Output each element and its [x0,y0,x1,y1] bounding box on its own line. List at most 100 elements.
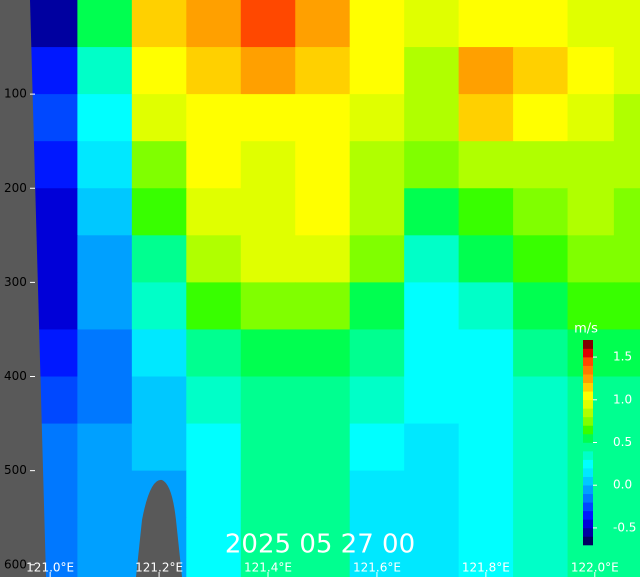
cell [77,141,133,189]
cell [458,188,514,236]
cell [513,329,569,378]
cell [131,94,187,142]
cell [240,376,296,425]
colorbar-swatch [583,391,593,401]
cell [513,47,569,95]
cell [613,0,640,48]
colorbar-unit: m/s [574,322,598,337]
cell [404,282,460,330]
cell [613,329,640,378]
colorbar-swatch [583,374,593,384]
cell [240,517,296,577]
x-tick-label: 121.2°E [135,561,183,575]
cell [404,188,460,236]
cell [349,141,405,189]
cell [186,282,242,330]
cell [349,47,405,95]
cell [513,282,569,330]
cell [295,282,351,330]
cell [404,141,460,189]
colorbar-swatch [583,536,593,546]
cell [240,235,296,283]
colorbar-swatch [583,502,593,512]
land [0,0,46,577]
cell [295,47,351,95]
colorbar-swatch [583,485,593,495]
cell [349,188,405,236]
colorbar-swatch [583,348,593,358]
colorbar-swatch [583,527,593,537]
colorbar-swatch [583,357,593,366]
x-tick-label: 121.0°E [26,561,74,575]
cell [186,329,242,378]
cell [77,47,133,95]
cell [77,282,133,330]
cell [30,47,78,95]
cell [295,329,351,378]
cell [404,423,460,472]
cell [458,0,514,48]
y-tick-label: 100 [4,87,27,101]
colorbar-swatch [583,519,593,529]
cell [404,329,460,378]
cell [77,376,133,425]
cell [567,94,615,142]
y-tick-label: 600 [4,557,27,571]
cell [131,141,187,189]
cell [613,47,640,95]
cell [458,376,514,425]
cell [567,188,615,236]
cell [131,235,187,283]
colorbar-swatch [583,468,593,477]
cell [404,376,460,425]
cell [295,141,351,189]
cell [513,470,569,519]
colorbar-swatch [583,493,593,503]
x-tick-label: 121.4°E [244,561,292,575]
cell [77,94,133,142]
cell [30,188,78,236]
colorbar-swatch [583,459,593,469]
cell [295,470,351,519]
cell [404,47,460,95]
cell [131,329,187,378]
cell [295,376,351,425]
cell [240,470,296,519]
cell [458,141,514,189]
cell [349,94,405,142]
cell [613,282,640,330]
cell [131,376,187,425]
cell [404,0,460,48]
cell [349,235,405,283]
cell [458,423,514,472]
cell [77,423,133,472]
cell [349,282,405,330]
y-tick-label: 400 [4,369,27,383]
y-tick-label: 300 [4,275,27,289]
cell [30,141,78,189]
cell [458,517,514,577]
cell [295,188,351,236]
colorbar-swatch [583,476,593,486]
cell [30,94,78,142]
cell [240,188,296,236]
cell [613,470,640,519]
cell [131,0,187,48]
cell [349,329,405,378]
cell [295,517,351,577]
x-tick-label: 121.8°E [462,561,510,575]
colorbar-swatch [583,365,593,375]
cell [513,188,569,236]
cell [613,235,640,283]
timestamp: 2025 05 27 00 [225,530,415,560]
field [30,0,640,577]
cell [77,329,133,378]
x-tick-label: 122.0°E [571,561,619,575]
cell [295,94,351,142]
cell [77,188,133,236]
cell [30,0,78,48]
colorbar-tick-label: -0.5 [613,520,636,534]
cell [567,235,615,283]
cell [458,235,514,283]
